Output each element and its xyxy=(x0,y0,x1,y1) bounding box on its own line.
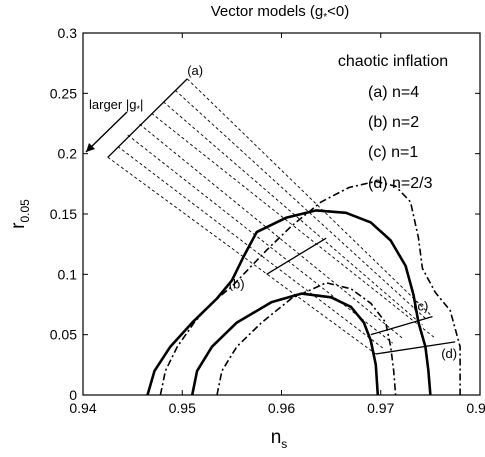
x-tick-label: 0.98 xyxy=(466,400,485,416)
legend-title: chaotic inflation xyxy=(338,53,448,70)
gstar-arrow-line xyxy=(85,111,128,153)
y-tick-label: 0.05 xyxy=(50,327,77,343)
inflation-label-a: (a) xyxy=(187,63,203,78)
plot-area: (a) (b) (c) (d) xyxy=(107,63,461,396)
dotted-line-0 xyxy=(186,78,433,317)
axes-frame xyxy=(82,32,481,396)
inflation-line-c xyxy=(370,315,433,336)
legend-entry-b: (b) n=2 xyxy=(368,114,419,131)
legend: chaotic inflation (a) n=4 (b) n=2 (c) n=… xyxy=(338,53,448,192)
inflation-line-d xyxy=(375,341,456,355)
dotted-line-6 xyxy=(117,146,384,349)
contour-inner-solid xyxy=(190,292,380,396)
y-tick-label: 0.3 xyxy=(58,25,78,41)
x-tick-label: 0.94 xyxy=(69,400,96,416)
contour-outer-dashed xyxy=(159,180,461,396)
gstar-arrow-label: larger |g*| xyxy=(89,97,143,114)
chart-title: Vector models (g*<0) xyxy=(211,3,350,23)
x-tick-label: 0.97 xyxy=(367,400,394,416)
y-tick-label: 0.15 xyxy=(50,206,77,222)
x-tick-label: 0.95 xyxy=(169,400,196,416)
axis-ticks: 0.94 0.95 0.96 0.97 0.98 0 0.05 0.1 0.15 0.2 0.25 0… xyxy=(50,25,485,416)
inflation-label-d: (d) xyxy=(441,346,457,361)
inflation-label-c: (c) xyxy=(413,299,428,314)
dotted-line-4 xyxy=(139,123,403,339)
x-tick-label: 0.96 xyxy=(268,400,295,416)
gstar-arrow-head xyxy=(86,143,95,152)
inflation-line-b xyxy=(266,237,327,275)
dotted-line-1 xyxy=(174,89,428,321)
dotted-line-7 xyxy=(107,156,377,355)
y-tick-label: 0.1 xyxy=(58,266,78,282)
legend-entry-d: (d) n=2/3 xyxy=(368,175,433,192)
y-tick-label: 0.2 xyxy=(58,146,78,162)
contour-outer-solid xyxy=(146,209,432,396)
y-tick-label: 0 xyxy=(69,387,77,403)
y-axis-label: r0.05 xyxy=(8,199,32,229)
legend-entry-a: (a) n=4 xyxy=(368,84,419,101)
gstar-arrow: larger |g*| xyxy=(85,97,143,153)
contour-inner-dashed xyxy=(216,282,397,396)
legend-entry-c: (c) n=1 xyxy=(368,144,418,161)
inflation-line-a xyxy=(107,78,188,158)
y-tick-label: 0.25 xyxy=(50,85,77,101)
dotted-line-2 xyxy=(163,101,423,326)
dotted-line-5 xyxy=(127,134,393,344)
x-axis-label: ns xyxy=(271,427,288,451)
inflation-label-b: (b) xyxy=(229,276,245,291)
